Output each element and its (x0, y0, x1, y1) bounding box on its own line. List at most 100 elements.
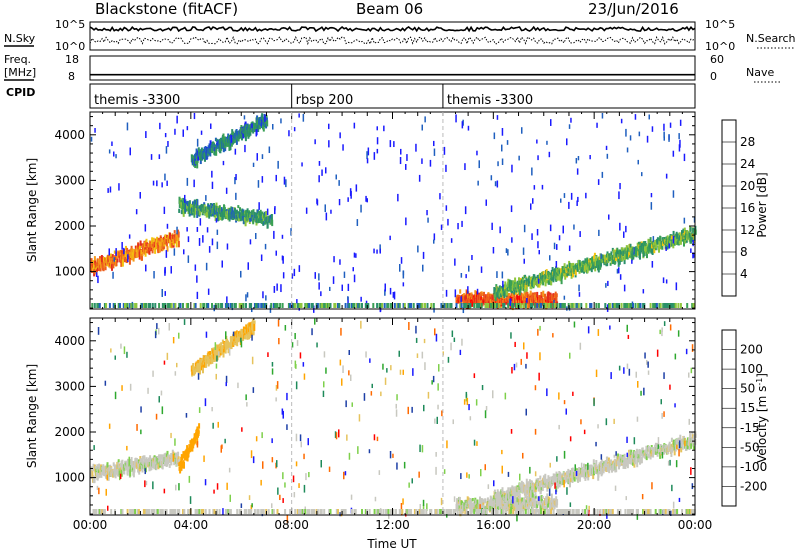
heatmap-cell (202, 235, 204, 243)
heatmap-cell (202, 366, 204, 374)
heatmap-cell (112, 462, 115, 467)
heatmap-cell (298, 509, 300, 514)
heatmap-cell (640, 451, 643, 457)
heatmap-cell (256, 153, 258, 161)
heatmap-cell (417, 245, 419, 253)
heatmap-cell (277, 319, 280, 327)
heatmap-cell (135, 303, 138, 308)
heatmap-cell (672, 240, 675, 249)
heatmap-cell (92, 509, 95, 514)
heatmap-cell (149, 303, 152, 308)
heatmap-cell (447, 218, 449, 226)
heatmap-cell (637, 249, 640, 255)
heatmap-cell (191, 209, 194, 216)
heatmap-cell (348, 452, 351, 460)
heatmap-cell (554, 476, 557, 483)
heatmap-cell (684, 440, 686, 447)
heatmap-cell (230, 212, 233, 220)
heatmap-cell (145, 480, 148, 486)
heatmap-cell (476, 499, 479, 506)
heatmap-cell (241, 328, 243, 333)
heatmap-cell (616, 303, 619, 308)
heatmap-cell (311, 303, 314, 308)
heatmap-cell (237, 135, 240, 140)
heatmap-cell (304, 303, 307, 308)
heatmap-cell (151, 248, 154, 254)
heatmap-cell (238, 509, 241, 514)
heatmap-cell (213, 509, 216, 514)
heatmap-cell (628, 251, 631, 258)
heatmap-cell (177, 234, 180, 241)
heatmap-cell (245, 303, 247, 308)
heatmap-cell (298, 303, 300, 308)
heatmap-cell (226, 303, 229, 308)
heatmap-cell (518, 490, 520, 495)
heatmap-cell (280, 118, 282, 124)
heatmap-cell (335, 509, 338, 514)
heatmap-cell (465, 499, 468, 505)
heatmap-cell (382, 509, 385, 514)
heatmap-cell (121, 242, 123, 250)
heatmap-cell (647, 361, 649, 368)
heatmap-cell (129, 383, 132, 391)
heatmap-cell (507, 487, 510, 495)
heatmap-cell (215, 138, 218, 142)
heatmap-cell (181, 454, 184, 459)
heatmap-cell (540, 495, 543, 502)
heatmap-cell (649, 303, 652, 308)
heatmap-cell (592, 459, 595, 465)
heatmap-cell (306, 509, 309, 514)
heatmap-cell (204, 479, 207, 486)
heatmap-cell (657, 437, 660, 446)
heatmap-cell (367, 147, 370, 156)
heatmap-cell (626, 436, 628, 443)
heatmap-cell (399, 157, 402, 165)
heatmap-cell (415, 143, 417, 152)
heatmap-cell (501, 465, 503, 474)
heatmap-cell (230, 142, 233, 147)
heatmap-cell (97, 267, 99, 271)
heatmap-cell (636, 449, 639, 456)
heatmap-cell (108, 303, 111, 308)
heatmap-cell (207, 356, 210, 361)
heatmap-cell (289, 303, 292, 308)
heatmap-cell (581, 262, 584, 267)
heatmap-cell (443, 469, 446, 474)
heatmap-cell (172, 337, 175, 344)
heatmap-cell (541, 496, 544, 500)
heatmap-cell (175, 458, 177, 467)
y-tick-label: 4000 (54, 128, 85, 142)
heatmap-cell (589, 155, 591, 160)
heatmap-cell (507, 295, 510, 304)
heatmap-cell (320, 303, 323, 308)
heatmap-cell (328, 303, 331, 308)
heatmap-cell (437, 404, 439, 410)
heatmap-cell (519, 303, 522, 308)
heatmap-cell (197, 359, 200, 364)
heatmap-cell (364, 303, 367, 308)
heatmap-cell (612, 256, 615, 265)
heatmap-cell (421, 351, 424, 359)
heatmap-cell (328, 140, 330, 148)
heatmap-cell (222, 350, 225, 358)
heatmap-cell (531, 505, 534, 511)
heatmap-cell (237, 382, 239, 389)
heatmap-cell (141, 244, 144, 250)
heatmap-cell (392, 509, 395, 514)
heatmap-cell (101, 509, 104, 514)
heatmap-cell (575, 158, 578, 164)
heatmap-cell (593, 252, 596, 256)
heatmap-cell (583, 429, 586, 435)
heatmap-cell (107, 188, 109, 193)
heatmap-cell (655, 244, 658, 249)
heatmap-cell (534, 385, 537, 391)
heatmap-cell (481, 385, 484, 391)
heatmap-cell (196, 275, 198, 283)
heatmap-cell (283, 176, 286, 185)
heatmap-cell (609, 325, 611, 330)
cpid-panel: CPID themis -3300 rbsp 200 themis -3300 (6, 83, 696, 109)
heatmap-cell (477, 292, 480, 297)
heatmap-cell (497, 161, 499, 167)
heatmap-cell (646, 452, 649, 457)
heatmap-cell (239, 207, 241, 212)
